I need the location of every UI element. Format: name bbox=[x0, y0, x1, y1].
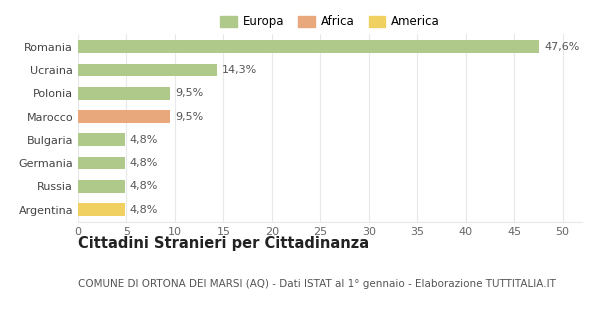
Text: 4,8%: 4,8% bbox=[130, 135, 158, 145]
Bar bbox=[78, 133, 125, 146]
Text: 9,5%: 9,5% bbox=[175, 88, 203, 98]
Text: 14,3%: 14,3% bbox=[221, 65, 257, 75]
Text: 4,8%: 4,8% bbox=[130, 158, 158, 168]
Bar bbox=[78, 40, 539, 53]
Text: 4,8%: 4,8% bbox=[130, 204, 158, 215]
Bar bbox=[78, 64, 217, 76]
Legend: Europa, Africa, America: Europa, Africa, America bbox=[215, 11, 445, 33]
Text: 9,5%: 9,5% bbox=[175, 112, 203, 122]
Bar bbox=[78, 203, 125, 216]
Text: COMUNE DI ORTONA DEI MARSI (AQ) - Dati ISTAT al 1° gennaio - Elaborazione TUTTIT: COMUNE DI ORTONA DEI MARSI (AQ) - Dati I… bbox=[78, 279, 556, 289]
Bar bbox=[78, 110, 170, 123]
Bar bbox=[78, 87, 170, 100]
Text: 47,6%: 47,6% bbox=[544, 42, 580, 52]
Text: 4,8%: 4,8% bbox=[130, 181, 158, 191]
Bar bbox=[78, 157, 125, 170]
Bar bbox=[78, 180, 125, 193]
Text: Cittadini Stranieri per Cittadinanza: Cittadini Stranieri per Cittadinanza bbox=[78, 236, 369, 251]
